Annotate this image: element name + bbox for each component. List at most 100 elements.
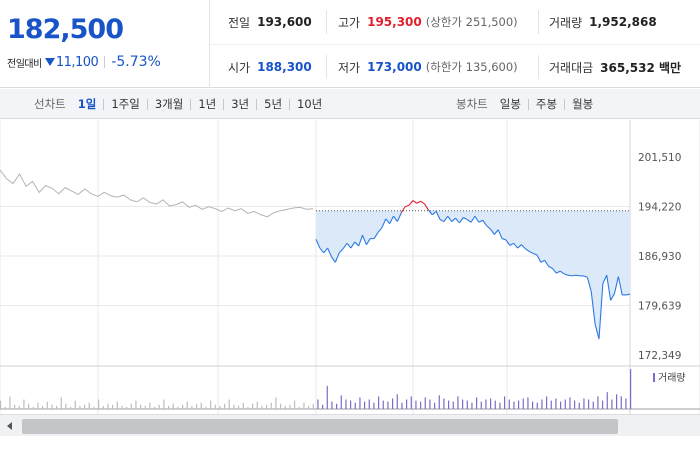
volume-bar (494, 400, 496, 409)
volume-bar (434, 402, 436, 409)
period-10y-button[interactable]: 10년 (297, 97, 323, 111)
price-line-segment (559, 270, 565, 275)
volume-bar (46, 401, 48, 409)
volume-bar (168, 405, 170, 409)
divider (538, 10, 539, 34)
volume-bar (116, 401, 118, 409)
volume-bar (158, 404, 160, 409)
scroll-thumb[interactable] (22, 419, 618, 434)
price-line-segment (431, 210, 437, 216)
price-line-segment (334, 252, 340, 263)
price-line-segment (525, 248, 530, 252)
volume-bar (74, 400, 76, 409)
price-line-segment (424, 203, 429, 211)
low-label: 저가 (338, 60, 361, 75)
volume-value: 1,952,868 (589, 15, 657, 29)
price-line-segment (443, 215, 449, 222)
volume-label: 거래량 (549, 15, 583, 30)
volume-bar (336, 403, 338, 409)
volume-bar (219, 405, 221, 409)
volume-bar (242, 402, 244, 409)
volume-bar (588, 399, 590, 409)
volume-bar (163, 399, 165, 409)
volume-bar (560, 401, 562, 409)
price-line-segment (590, 291, 596, 325)
period-5y-button[interactable]: 5년 (264, 97, 283, 111)
divider (103, 98, 105, 110)
monthly-candle-button[interactable]: 월봉 (572, 97, 594, 111)
price-line-segment (606, 275, 612, 301)
price-line-segment (338, 248, 344, 254)
volume-bar (550, 400, 552, 409)
volume-bar (252, 403, 254, 409)
price-chart[interactable]: 201,510 194,220 186,930 179,639 172,349 거래량 (0, 120, 700, 414)
volume-bar (625, 398, 627, 409)
horizontal-scrollbar[interactable] (0, 414, 700, 436)
volume-bar (4, 406, 6, 409)
volume-bar (485, 399, 487, 409)
period-1d-button[interactable]: 1일 (77, 97, 97, 111)
price-line-segment (556, 270, 561, 274)
volume-bar (574, 400, 576, 409)
price-line-segment (613, 276, 619, 294)
volume-bar (256, 401, 258, 409)
scroll-left-button[interactable] (3, 419, 15, 433)
volume-bar (401, 402, 403, 409)
volume-bar (476, 397, 478, 409)
divider (289, 98, 291, 110)
volume-bar (322, 404, 324, 409)
price-line-segment (385, 218, 391, 224)
price-line-segment (486, 225, 491, 230)
volume-bar (345, 399, 347, 409)
volume-bar (126, 406, 128, 409)
price-line-segment (408, 200, 414, 206)
amount-cell: 거래대금 365,532 백만 (549, 45, 681, 89)
change-label: 전일대비 (7, 58, 42, 70)
period-1w-button[interactable]: 1주일 (111, 97, 140, 111)
volume-bar (196, 403, 198, 409)
volume-bar (350, 400, 352, 409)
price-line-segment (451, 217, 456, 222)
volume-bar (340, 395, 342, 409)
volume-bar (457, 396, 459, 409)
volume-bar (261, 405, 263, 409)
volume-bar (294, 400, 296, 409)
daily-candle-button[interactable]: 일봉 (499, 97, 521, 111)
price-line-segment (563, 273, 569, 276)
divider (190, 98, 192, 110)
price-line-segment (346, 242, 352, 249)
period-1y-button[interactable]: 1년 (198, 97, 217, 111)
change-percent: -5.73% (111, 54, 161, 70)
volume-bar (522, 398, 524, 409)
weekly-candle-button[interactable]: 주봉 (535, 97, 558, 111)
period-3m-button[interactable]: 3개월 (154, 97, 184, 111)
price-line-segment (381, 218, 387, 228)
volume-bar (620, 396, 622, 409)
volume-bar (424, 397, 426, 409)
period-3y-button[interactable]: 3년 (231, 97, 250, 111)
price-line-segment (544, 259, 550, 267)
y-tick-label: 201,510 (638, 152, 681, 164)
prev-close-value: 193,600 (257, 15, 312, 29)
price-line-segment (517, 244, 522, 249)
volume-bar (233, 404, 235, 409)
volume-bar (490, 398, 492, 409)
volume-bar (508, 399, 510, 409)
lower-limit: (하한가 135,600) (425, 60, 518, 74)
volume-legend-swatch (653, 373, 655, 382)
volume-bar (564, 399, 566, 409)
price-change-row: 전일대비 11,100 -5.73% (7, 53, 161, 71)
divider (564, 98, 566, 110)
volume-bar (298, 406, 300, 409)
candle-chart-periods: 봉차트 일봉 주봉 월봉 (456, 89, 593, 119)
volume-bar (527, 397, 529, 409)
price-line-segment (350, 241, 356, 249)
volume-bar (210, 400, 212, 409)
high-value: 195,300 (367, 15, 422, 29)
volume-bar (583, 398, 585, 409)
price-line-segment (331, 256, 336, 263)
price-line-segment (435, 211, 441, 220)
volume-bar (289, 404, 291, 409)
price-line-segment (575, 274, 580, 277)
volume-bar (112, 404, 114, 409)
